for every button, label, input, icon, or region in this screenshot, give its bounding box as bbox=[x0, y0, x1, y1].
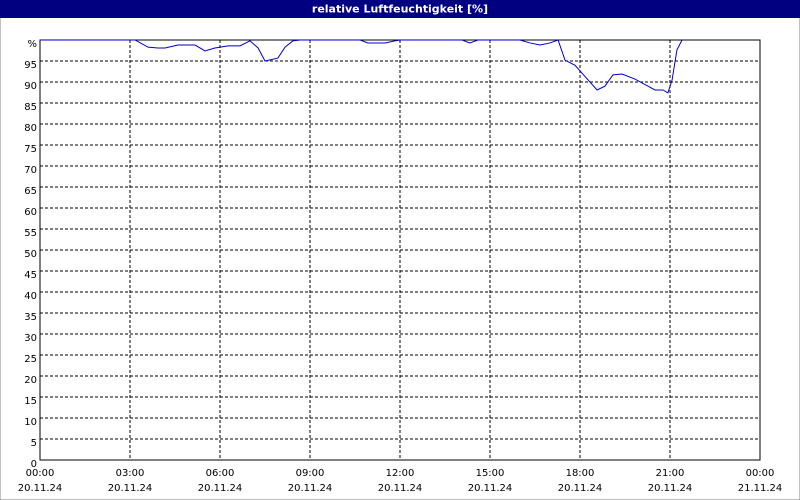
y-tick-label: 15 bbox=[24, 396, 37, 407]
x-tick-label: 03:00 bbox=[116, 468, 145, 479]
data-line bbox=[40, 40, 683, 94]
x-tick-date: 20.11.24 bbox=[198, 483, 243, 494]
y-tick-label: 55 bbox=[24, 228, 37, 239]
x-tick-date: 20.11.24 bbox=[378, 483, 423, 494]
y-tick-label: 45 bbox=[24, 270, 37, 281]
y-tick-label: 20 bbox=[24, 375, 37, 386]
x-tick-label: 21:00 bbox=[656, 468, 685, 479]
y-tick-label: 30 bbox=[24, 333, 37, 344]
y-tick-label: % bbox=[27, 39, 37, 50]
x-tick-label: 00:00 bbox=[26, 468, 55, 479]
x-tick-date: 20.11.24 bbox=[558, 483, 603, 494]
x-tick-label: 12:00 bbox=[386, 468, 415, 479]
x-tick-label: 18:00 bbox=[566, 468, 595, 479]
x-tick-date: 20.11.24 bbox=[18, 483, 63, 494]
x-tick-date: 20.11.24 bbox=[108, 483, 153, 494]
x-tick-date: 20.11.24 bbox=[648, 483, 693, 494]
y-tick-label: 10 bbox=[24, 417, 37, 428]
x-tick-label: 09:00 bbox=[296, 468, 325, 479]
y-tick-label: 5 bbox=[31, 438, 37, 449]
y-tick-label: 95 bbox=[24, 60, 37, 71]
x-tick-date: 20.11.24 bbox=[288, 483, 333, 494]
y-tick-label: 40 bbox=[24, 291, 37, 302]
y-tick-label: 70 bbox=[24, 165, 37, 176]
chart-title: relative Luftfeuchtigkeit [%] bbox=[312, 3, 488, 16]
y-tick-label: 90 bbox=[24, 81, 37, 92]
y-tick-label: 65 bbox=[24, 186, 37, 197]
x-tick-label: 00:00 bbox=[746, 468, 775, 479]
y-tick-label: 80 bbox=[24, 123, 37, 134]
y-tick-label: 75 bbox=[24, 144, 37, 155]
x-tick-date: 20.11.24 bbox=[468, 483, 513, 494]
y-tick-label: 60 bbox=[24, 207, 37, 218]
y-tick-label: 35 bbox=[24, 312, 37, 323]
title-bar bbox=[0, 0, 800, 18]
y-tick-label: 0 bbox=[31, 459, 37, 470]
x-tick-date: 21.11.24 bbox=[738, 483, 783, 494]
y-tick-label: 85 bbox=[24, 102, 37, 113]
x-tick-label: 15:00 bbox=[476, 468, 505, 479]
y-tick-label: 50 bbox=[24, 249, 37, 260]
x-tick-label: 06:00 bbox=[206, 468, 235, 479]
y-tick-label: 25 bbox=[24, 354, 37, 365]
